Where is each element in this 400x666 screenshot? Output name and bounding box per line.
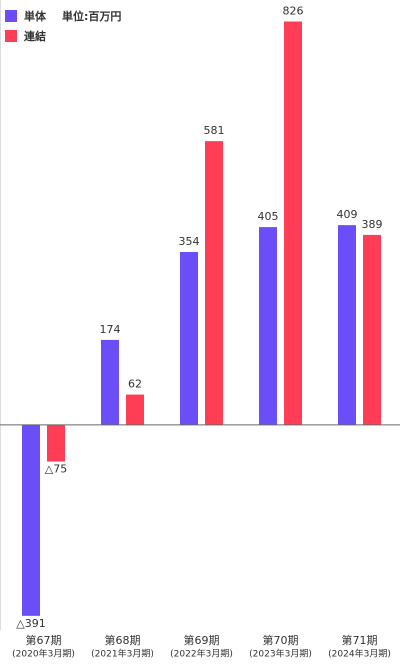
- value-label: 409: [337, 208, 358, 221]
- unit-label: 単位:百万円: [62, 9, 121, 23]
- value-label: 354: [179, 235, 200, 248]
- x-tick-label: (2021年3月期): [91, 648, 154, 660]
- x-tick-label: 第70期: [263, 633, 299, 647]
- value-label: 581: [204, 124, 225, 137]
- x-tick-label: 第69期: [184, 633, 220, 647]
- x-tick-label: (2022年3月期): [170, 648, 233, 660]
- value-label: △391: [16, 617, 45, 630]
- bar: [126, 394, 144, 425]
- bar: [47, 424, 65, 462]
- value-label: 389: [362, 218, 383, 231]
- value-label: 174: [100, 323, 121, 336]
- bar: [259, 227, 277, 425]
- x-tick-label: (2024年3月期): [328, 648, 391, 660]
- value-label: 62: [128, 378, 142, 391]
- x-tick-label: (2023年3月期): [249, 648, 312, 660]
- bar: [338, 225, 356, 425]
- bar: [180, 252, 198, 425]
- bar: [284, 21, 302, 425]
- x-tick-label: 第68期: [105, 633, 141, 647]
- bar: [101, 339, 119, 425]
- x-tick-label: 第71期: [342, 633, 378, 647]
- value-label: 826: [283, 4, 304, 17]
- value-label: △75: [45, 463, 67, 476]
- x-tick-label: 第67期: [26, 633, 62, 647]
- legend-swatch: [5, 10, 17, 22]
- legend-label: 単体: [24, 9, 47, 23]
- bar: [22, 424, 40, 616]
- bar: [205, 141, 223, 425]
- bar: [363, 234, 381, 425]
- legend-label: 連結: [24, 29, 46, 43]
- x-tick-label: (2020年3月期): [12, 648, 75, 660]
- legend-swatch: [5, 30, 17, 42]
- value-label: 405: [258, 210, 279, 223]
